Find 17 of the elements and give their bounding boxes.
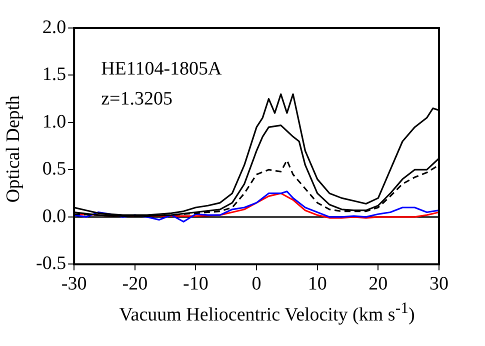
y-tick-label: 0.5 [42, 158, 66, 180]
x-tick-label: 0 [252, 274, 262, 295]
annotation: HE1104-1805A [101, 58, 222, 80]
x-tick-label: 20 [368, 274, 388, 295]
x-tick-label: -10 [183, 274, 208, 295]
y-axis-title: Optical Depth [3, 94, 25, 205]
y-tick-label: 0.0 [42, 206, 66, 227]
x-tick-label: -30 [61, 274, 87, 295]
x-axis-title: Vacuum Heliocentric Velocity (km s$^{-1}$) [118, 300, 416, 326]
x-tick-label: -20 [122, 274, 148, 295]
x-tick-label: 10 [308, 274, 327, 295]
y-tick-label: -0.5 [36, 253, 66, 274]
y-tick-label: 1.0 [42, 111, 66, 132]
x-tick-label: 30 [430, 274, 448, 295]
y-tick-label: 1.5 [42, 64, 66, 86]
annotation: z=1.3205 [101, 88, 172, 110]
y-tick-label: 2.0 [42, 16, 66, 38]
